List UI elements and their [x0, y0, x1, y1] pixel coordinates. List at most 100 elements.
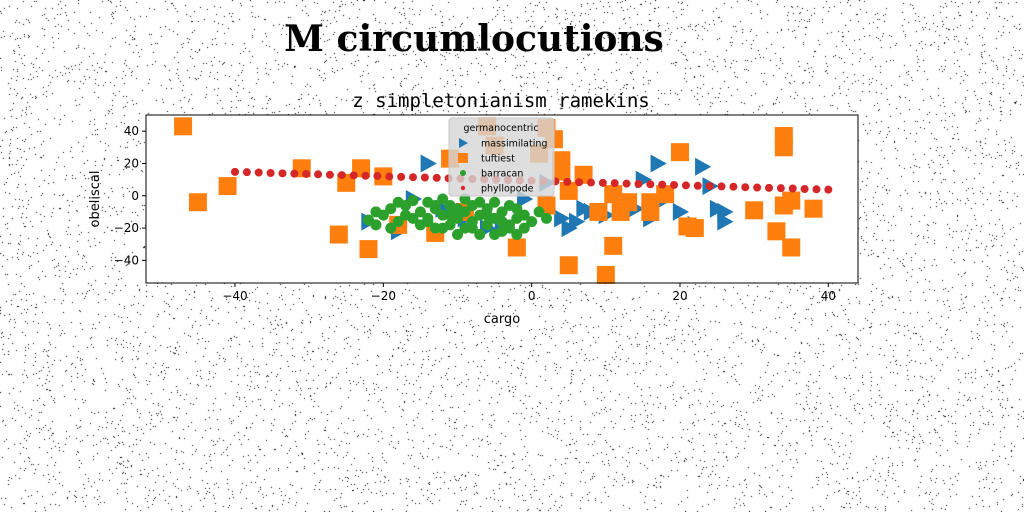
x-tick-label: −20 [371, 289, 396, 303]
point-phyllopode [314, 170, 323, 179]
point-phyllopode [409, 173, 417, 182]
point-barracan [385, 203, 397, 215]
legend-box [448, 117, 555, 197]
point-phyllopode [290, 169, 299, 178]
point-phyllopode [610, 179, 619, 188]
point-tuftiest [596, 265, 615, 284]
point-barracan [452, 229, 463, 241]
point-barracan [414, 206, 426, 218]
point-barracan [489, 229, 501, 241]
point-tuftiest [782, 238, 801, 257]
point-tuftiest [641, 202, 660, 221]
point-barracan [511, 203, 523, 215]
point-phyllopode [373, 172, 382, 181]
point-phyllopode [575, 178, 584, 187]
point-phyllopode [563, 177, 572, 186]
point-barracan [437, 193, 449, 205]
point-barracan [422, 216, 434, 228]
point-phyllopode [432, 173, 441, 182]
legend-marker-phyllopode [460, 185, 466, 191]
y-axis-label: obeliscal [88, 171, 103, 228]
point-barracan [496, 216, 508, 228]
point-tuftiest [188, 193, 207, 212]
point-barracan [533, 206, 545, 218]
point-tuftiest [782, 191, 801, 210]
point-tuftiest [507, 238, 526, 257]
chart-title: z simpletonianism ramekins [352, 90, 649, 112]
point-barracan [444, 209, 456, 221]
x-tick-label: 0 [528, 289, 536, 303]
point-barracan [466, 199, 478, 211]
x-tick-label: −40 [222, 289, 247, 303]
point-tuftiest [745, 201, 764, 220]
point-phyllopode [741, 183, 750, 192]
point-phyllopode [302, 169, 311, 178]
legend-label: massimilating [481, 139, 547, 150]
point-barracan [407, 195, 419, 207]
point-phyllopode [397, 172, 406, 181]
point-barracan [511, 229, 523, 241]
series-barracan [363, 193, 552, 241]
point-phyllopode [717, 182, 726, 191]
point-phyllopode [705, 182, 714, 191]
legend-label: tuftiest [481, 154, 515, 165]
point-phyllopode [349, 171, 358, 180]
point-barracan [437, 222, 449, 234]
point-barracan [452, 203, 463, 215]
point-tuftiest [174, 117, 193, 136]
point-phyllopode [278, 169, 287, 178]
point-tuftiest [767, 222, 786, 241]
point-tuftiest [604, 236, 623, 255]
point-tuftiest [774, 138, 793, 157]
x-tick-label: 40 [821, 289, 836, 303]
point-tuftiest [804, 199, 823, 218]
point-phyllopode [622, 179, 631, 188]
point-phyllopode [587, 178, 595, 187]
point-barracan [466, 216, 478, 228]
point-barracan [496, 206, 508, 218]
legend-marker-barracan [459, 169, 467, 177]
point-phyllopode [776, 184, 785, 193]
point-phyllopode [254, 168, 263, 177]
point-barracan [407, 212, 419, 224]
point-tuftiest [671, 143, 689, 162]
x-tick-label: 20 [672, 289, 687, 303]
point-barracan [481, 209, 493, 221]
point-tuftiest [685, 219, 704, 238]
point-phyllopode [670, 180, 679, 189]
y-tick-label: 0 [131, 189, 139, 203]
point-phyllopode [325, 170, 334, 179]
point-barracan [518, 209, 530, 221]
plot-frame [145, 114, 859, 284]
point-phyllopode [658, 180, 667, 189]
x-axis-label: cargo [484, 312, 520, 327]
point-barracan [385, 222, 397, 234]
legend-title: germanocentric [463, 123, 538, 134]
point-tuftiest [656, 185, 675, 204]
point-phyllopode [800, 184, 809, 193]
point-tuftiest [559, 181, 578, 200]
point-barracan [481, 219, 493, 231]
point-tuftiest [329, 225, 348, 244]
point-massimilating [554, 209, 571, 228]
point-massimilating [420, 154, 437, 173]
y-tick-label: −40 [114, 253, 139, 267]
y-tick-label: −20 [114, 221, 139, 235]
point-phyllopode [361, 171, 370, 180]
legend-marker-tuftiest [458, 153, 468, 163]
point-tuftiest [359, 240, 378, 259]
point-phyllopode [598, 178, 607, 187]
figure-suptitle: M circumlocutions [284, 18, 664, 60]
point-tuftiest [374, 167, 393, 186]
y-tick-label: 40 [124, 124, 139, 138]
point-phyllopode [420, 173, 429, 182]
point-barracan [392, 216, 404, 228]
point-phyllopode [231, 167, 239, 176]
legend: germanocentric massimilating tuftiest barr… [448, 117, 555, 197]
point-barracan [541, 212, 552, 224]
x-axis: −40 −20 0 20 40 [222, 283, 836, 303]
y-axis: −40 −20 0 20 40 [114, 124, 146, 267]
point-tuftiest [552, 162, 571, 181]
point-phyllopode [646, 180, 655, 189]
